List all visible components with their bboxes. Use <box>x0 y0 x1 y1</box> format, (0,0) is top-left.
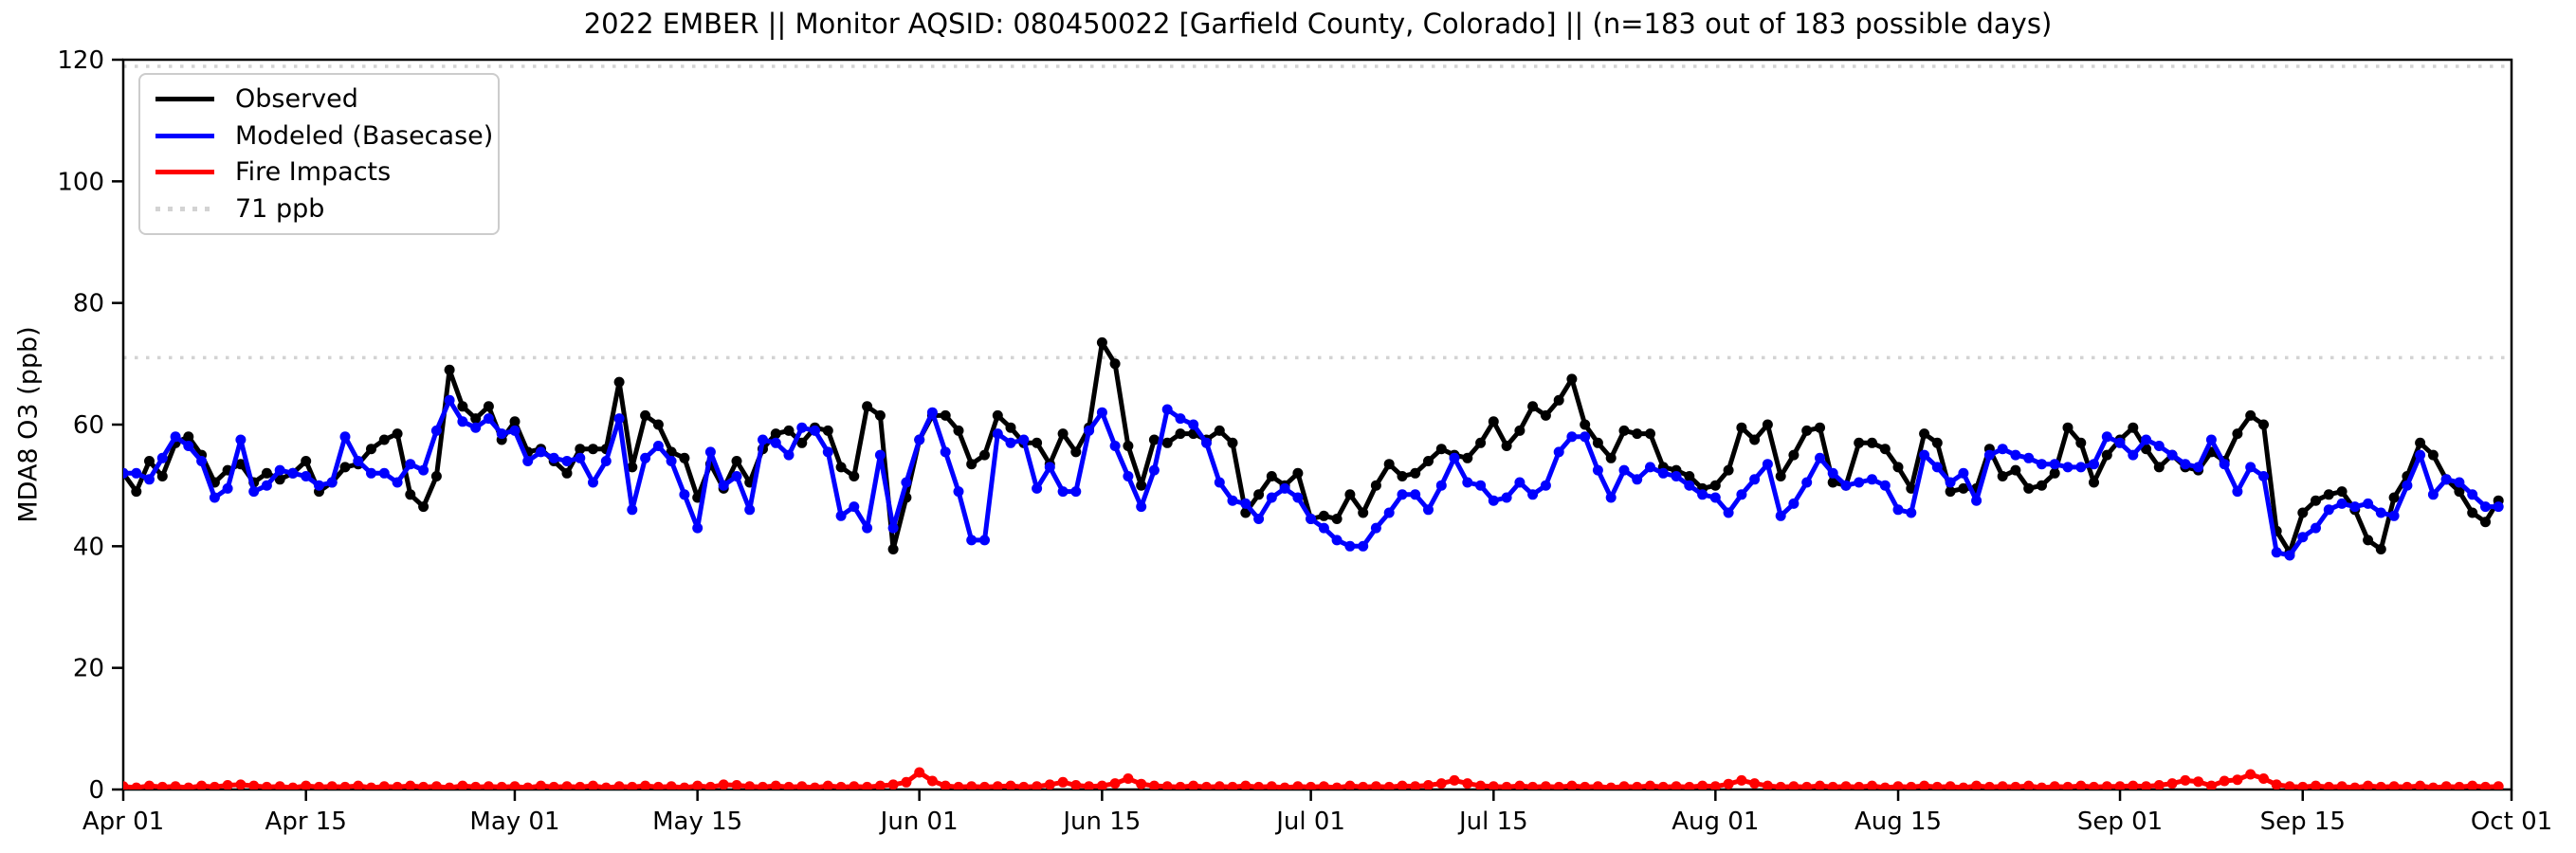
svg-text:Aug 01: Aug 01 <box>1672 808 1759 836</box>
legend-label: Modeled (Basecase) <box>235 120 494 151</box>
svg-text:May 01: May 01 <box>469 808 559 836</box>
axis-ticks <box>112 58 2513 801</box>
series-modeled-basecase <box>123 394 2504 561</box>
svg-text:Apr 15: Apr 15 <box>265 808 347 836</box>
legend-entry-fire: Fire Impacts <box>150 154 488 191</box>
legend-entry-observed: Observed <box>150 81 488 117</box>
legend-entry-modeled: Modeled (Basecase) <box>150 118 493 154</box>
modeled-line-sample <box>155 133 214 138</box>
chart-title: 2022 EMBER || Monitor AQSID: 080450022 [… <box>583 8 2053 40</box>
svg-text:Oct 01: Oct 01 <box>2471 808 2552 836</box>
svg-text:60: 60 <box>73 411 104 440</box>
series-observed <box>123 336 2504 558</box>
threshold-line-sample <box>155 207 214 212</box>
svg-text:Sep 15: Sep 15 <box>2260 808 2346 836</box>
axis-tick-labels: 0 20 40 60 80 100 120 Apr 01 Apr 15 May 01 May 15 J… <box>57 46 2552 836</box>
svg-text:May 15: May 15 <box>652 808 742 836</box>
svg-text:Sep 01: Sep 01 <box>2077 808 2163 836</box>
svg-text:Jun 01: Jun 01 <box>879 808 959 836</box>
legend-label: Fire Impacts <box>235 157 392 188</box>
legend-box: Observed Modeled (Basecase) Fire Impacts… <box>138 73 500 235</box>
svg-text:20: 20 <box>73 655 104 683</box>
svg-text:Jul 15: Jul 15 <box>1457 808 1528 836</box>
svg-text:80: 80 <box>73 290 104 318</box>
series-fire-impacts <box>123 767 2504 789</box>
svg-text:0: 0 <box>88 776 104 805</box>
legend-label: 71 ppb <box>235 194 325 225</box>
svg-text:120: 120 <box>57 46 104 75</box>
legend-entry-threshold: 71 ppb <box>150 191 488 227</box>
legend-label: Observed <box>235 83 358 114</box>
fire-line-sample <box>155 170 214 175</box>
y-axis-label: MDA8 O3 (ppb) <box>13 326 44 523</box>
observed-line-sample <box>155 96 214 101</box>
svg-text:Apr 01: Apr 01 <box>82 808 164 836</box>
svg-text:Jun 15: Jun 15 <box>1061 808 1141 836</box>
svg-text:100: 100 <box>57 168 104 196</box>
svg-text:40: 40 <box>73 533 104 561</box>
svg-text:Aug 15: Aug 15 <box>1854 808 1942 836</box>
svg-text:Jul 01: Jul 01 <box>1274 808 1345 836</box>
